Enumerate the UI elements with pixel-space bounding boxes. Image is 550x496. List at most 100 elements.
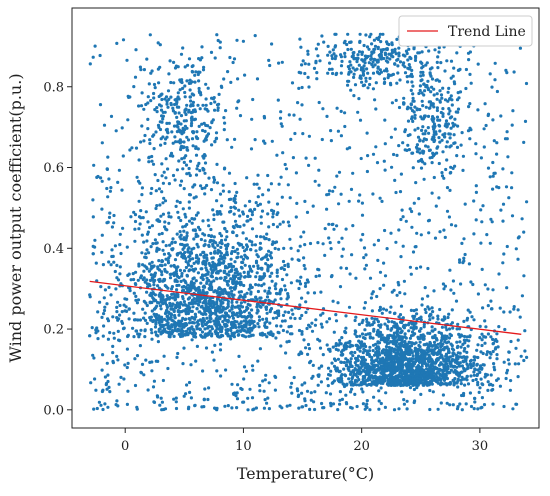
scatter-point xyxy=(498,306,502,310)
scatter-point xyxy=(397,337,401,341)
scatter-point xyxy=(350,253,354,257)
scatter-point xyxy=(242,319,246,323)
scatter-point xyxy=(297,286,301,291)
scatter-point xyxy=(380,368,384,372)
scatter-point xyxy=(421,64,425,69)
scatter-point xyxy=(161,114,165,118)
scatter-point xyxy=(207,261,211,266)
scatter-point xyxy=(190,137,195,141)
scatter-point xyxy=(203,387,207,391)
scatter-point xyxy=(216,243,220,247)
scatter-point xyxy=(405,148,409,152)
scatter-point xyxy=(250,308,254,312)
scatter-point xyxy=(185,323,189,327)
scatter-point xyxy=(189,103,193,107)
scatter-point xyxy=(139,209,143,213)
scatter-point xyxy=(397,315,401,319)
scatter-point xyxy=(408,346,412,350)
scatter-point xyxy=(434,351,438,355)
scatter-point xyxy=(167,121,171,125)
scatter-point xyxy=(288,403,292,407)
scatter-point xyxy=(342,367,346,371)
scatter-point xyxy=(180,274,184,278)
scatter-point xyxy=(382,56,386,61)
scatter-point xyxy=(200,330,205,334)
scatter-point xyxy=(161,302,165,306)
scatter-point xyxy=(479,377,483,381)
scatter-point xyxy=(361,336,366,340)
scatter-point xyxy=(369,296,373,300)
scatter-point xyxy=(163,141,167,145)
scatter-point xyxy=(147,160,151,164)
scatter-point xyxy=(369,382,373,386)
scatter-point xyxy=(300,391,304,395)
scatter-point xyxy=(398,327,402,331)
scatter-point xyxy=(179,114,184,118)
scatter-point xyxy=(415,231,419,235)
scatter-point xyxy=(304,281,308,285)
scatter-point xyxy=(253,138,257,142)
scatter-point xyxy=(136,332,140,336)
scatter-point xyxy=(98,53,102,58)
scatter-point xyxy=(267,286,272,290)
scatter-point xyxy=(466,364,470,368)
scatter-point xyxy=(224,276,228,280)
scatter-point xyxy=(236,272,240,277)
scatter-point xyxy=(435,92,439,96)
scatter-point xyxy=(376,46,380,51)
scatter-point xyxy=(219,254,223,258)
scatter-point xyxy=(481,383,485,387)
scatter-point xyxy=(393,311,397,315)
scatter-point xyxy=(289,281,293,285)
scatter-point xyxy=(140,233,144,237)
scatter-point xyxy=(491,174,495,178)
scatter-point xyxy=(305,326,309,331)
scatter-point xyxy=(384,345,389,349)
scatter-point xyxy=(108,189,112,193)
scatter-point xyxy=(291,312,295,316)
scatter-point xyxy=(126,389,130,393)
scatter-point xyxy=(109,293,113,297)
scatter-point xyxy=(374,107,378,111)
scatter-point xyxy=(364,253,368,257)
scatter-point xyxy=(98,103,103,107)
scatter-point xyxy=(334,342,338,346)
scatter-point xyxy=(184,281,188,285)
scatter-point xyxy=(316,241,320,245)
scatter-point xyxy=(146,220,150,224)
scatter-point xyxy=(139,140,143,144)
scatter-point xyxy=(193,80,197,84)
scatter-point xyxy=(169,315,173,319)
scatter-point xyxy=(329,404,333,408)
scatter-point xyxy=(447,107,451,111)
scatter-point xyxy=(169,264,173,268)
scatter-point xyxy=(154,298,158,303)
scatter-point xyxy=(140,186,144,190)
scatter-point xyxy=(207,176,211,180)
scatter-point xyxy=(264,373,268,377)
scatter-point xyxy=(501,202,506,206)
scatter-point xyxy=(476,292,480,296)
scatter-point xyxy=(224,368,228,372)
scatter-point xyxy=(462,338,466,342)
scatter-point xyxy=(361,363,365,367)
scatter-point xyxy=(230,292,234,296)
scatter-point xyxy=(173,98,177,102)
scatter-point xyxy=(388,310,392,314)
scatter-point xyxy=(280,195,284,199)
scatter-point xyxy=(176,65,180,69)
scatter-point xyxy=(171,106,175,110)
scatter-point xyxy=(364,33,368,37)
scatter-point xyxy=(375,363,379,367)
scatter-point xyxy=(445,328,449,332)
scatter-point xyxy=(265,311,269,315)
scatter-point xyxy=(176,91,180,95)
scatter-point xyxy=(339,266,343,270)
scatter-point xyxy=(91,252,95,256)
scatter-point xyxy=(115,305,119,309)
scatter-point xyxy=(168,301,172,305)
scatter-point xyxy=(403,71,408,75)
scatter-point xyxy=(230,145,234,149)
scatter-point xyxy=(279,297,283,301)
scatter-point xyxy=(283,310,287,314)
